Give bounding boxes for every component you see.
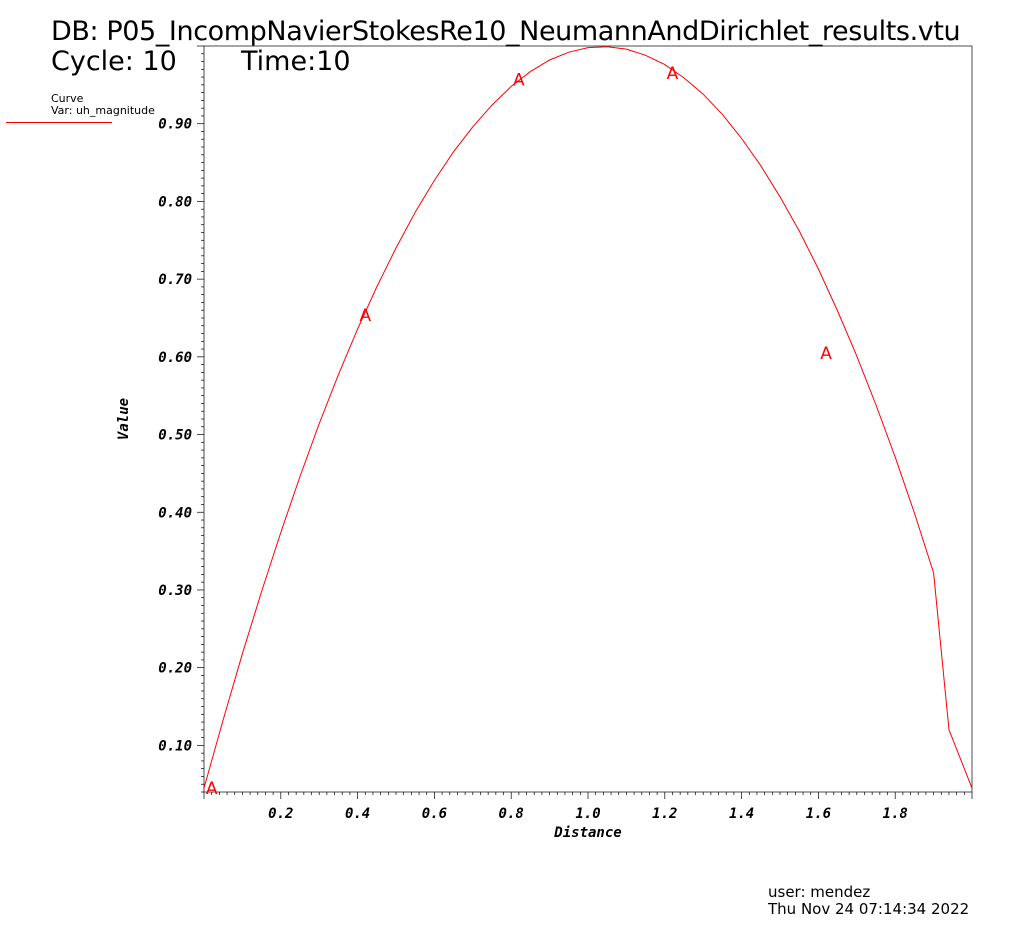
x-tick-label: 1.4 bbox=[729, 806, 754, 822]
curve-marker: A bbox=[359, 306, 371, 326]
x-axis-tick-labels: 0.2 0.4 0.6 0.8 1.0 1.2 1.4 1.6 1.8 bbox=[268, 806, 908, 822]
y-tick-label: 0.90 bbox=[158, 117, 192, 133]
legend-line-swatch bbox=[6, 122, 112, 123]
x-tick-label: 0.8 bbox=[499, 806, 524, 822]
x-axis-ticks bbox=[203, 792, 973, 799]
y-axis-ticks bbox=[197, 45, 204, 793]
curve-markers: A A A A A bbox=[206, 64, 832, 799]
x-axis-title: Distance bbox=[553, 825, 621, 841]
y-axis-tick-labels: 0.10 0.20 0.30 0.40 0.50 0.60 0.70 0.80 0.90 bbox=[158, 117, 192, 755]
series-line-curve bbox=[203, 46, 973, 789]
curve-marker: A bbox=[820, 344, 832, 364]
curve-marker: A bbox=[206, 779, 218, 799]
x-tick-label: 1.6 bbox=[806, 806, 831, 822]
y-tick-label: 0.60 bbox=[158, 350, 192, 366]
x-tick-label: 0.4 bbox=[345, 806, 370, 822]
y-axis-title: Value bbox=[116, 398, 132, 440]
curve-marker: A bbox=[667, 64, 679, 84]
x-tick-label: 0.2 bbox=[268, 806, 293, 822]
x-tick-label: 1.0 bbox=[575, 806, 600, 822]
y-tick-label: 0.20 bbox=[158, 661, 192, 677]
y-tick-label: 0.80 bbox=[158, 194, 192, 210]
timestamp-label: Thu Nov 24 07:14:34 2022 bbox=[768, 900, 970, 918]
legend-curve-label: Curve bbox=[51, 92, 84, 105]
x-tick-label: 1.8 bbox=[883, 806, 908, 822]
database-title: DB: P05_IncompNavierStokesRe10_NeumannAn… bbox=[51, 16, 961, 47]
curve-marker: A bbox=[513, 70, 525, 90]
y-tick-label: 0.30 bbox=[158, 583, 192, 599]
y-tick-label: 0.70 bbox=[158, 272, 192, 288]
time-label: Time:10 bbox=[241, 46, 351, 77]
x-tick-label: 0.6 bbox=[422, 806, 447, 822]
cycle-label: Cycle: 10 bbox=[51, 46, 177, 77]
y-tick-label: 0.40 bbox=[158, 505, 192, 521]
y-tick-label: 0.50 bbox=[158, 428, 192, 444]
legend-variable-label: Var: uh_magnitude bbox=[51, 104, 155, 117]
y-tick-label: 0.10 bbox=[158, 738, 192, 754]
x-tick-label: 1.2 bbox=[652, 806, 677, 822]
user-label: user: mendez bbox=[768, 883, 871, 901]
plot-frame bbox=[203, 45, 973, 793]
